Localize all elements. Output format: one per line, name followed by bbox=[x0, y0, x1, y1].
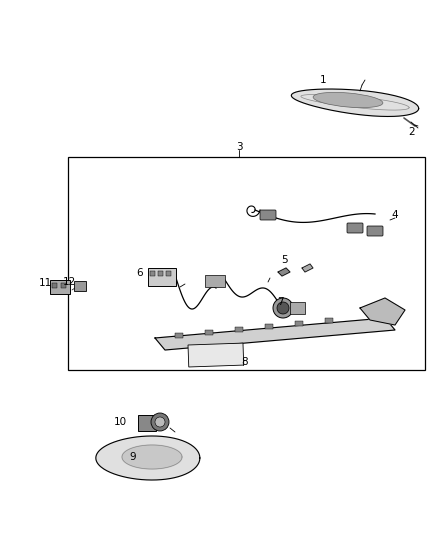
Text: 12: 12 bbox=[62, 277, 76, 287]
Bar bbox=[205, 330, 213, 335]
Bar bbox=[166, 271, 171, 276]
Circle shape bbox=[151, 413, 169, 431]
Text: 7: 7 bbox=[277, 297, 283, 307]
Circle shape bbox=[155, 417, 165, 427]
Text: 9: 9 bbox=[130, 452, 136, 462]
Polygon shape bbox=[302, 264, 313, 272]
Bar bbox=[235, 327, 243, 332]
FancyBboxPatch shape bbox=[367, 226, 383, 236]
Ellipse shape bbox=[313, 92, 383, 108]
Bar bbox=[61, 283, 66, 288]
Bar bbox=[50, 280, 70, 294]
FancyBboxPatch shape bbox=[260, 210, 276, 220]
Text: 4: 4 bbox=[392, 210, 398, 220]
Bar bbox=[295, 321, 303, 326]
Polygon shape bbox=[291, 89, 419, 117]
Text: 5: 5 bbox=[282, 255, 288, 265]
Bar bbox=[205, 275, 225, 287]
Text: 6: 6 bbox=[137, 268, 143, 278]
Bar bbox=[158, 271, 163, 276]
Text: 2: 2 bbox=[409, 127, 415, 137]
Bar bbox=[325, 318, 333, 323]
Circle shape bbox=[277, 302, 289, 314]
Text: 11: 11 bbox=[39, 278, 52, 288]
Bar bbox=[265, 324, 273, 329]
Text: 10: 10 bbox=[113, 417, 127, 427]
Polygon shape bbox=[122, 445, 182, 469]
Circle shape bbox=[273, 298, 293, 318]
Polygon shape bbox=[278, 268, 290, 276]
Text: 1: 1 bbox=[320, 75, 326, 85]
Bar bbox=[175, 333, 183, 338]
Text: 3: 3 bbox=[236, 142, 242, 152]
FancyBboxPatch shape bbox=[347, 223, 363, 233]
Bar bbox=[74, 281, 86, 291]
Bar bbox=[52, 283, 57, 288]
Bar bbox=[68, 157, 425, 370]
Bar bbox=[188, 343, 244, 367]
Bar bbox=[150, 271, 155, 276]
Bar bbox=[148, 268, 176, 286]
Text: 8: 8 bbox=[242, 357, 248, 367]
Polygon shape bbox=[360, 298, 405, 325]
Bar bbox=[290, 302, 305, 314]
Polygon shape bbox=[96, 436, 200, 480]
Polygon shape bbox=[155, 318, 395, 350]
Bar bbox=[138, 415, 156, 431]
